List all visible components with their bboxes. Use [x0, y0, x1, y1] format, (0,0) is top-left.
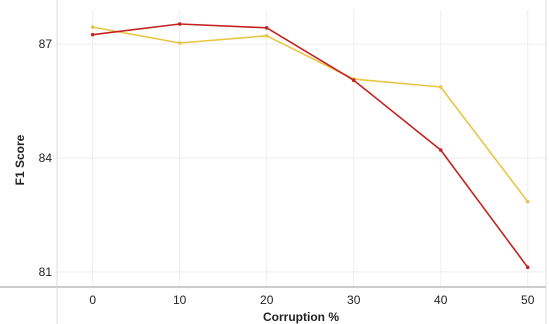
- x-tick-label: 0: [89, 293, 96, 307]
- series-2-point: [90, 32, 95, 37]
- series-1-line: [92, 26, 529, 203]
- series-1-point: [525, 199, 530, 204]
- y-tick-label: 87: [39, 37, 53, 51]
- series-1-point: [438, 85, 443, 89]
- x-tick-label: 40: [434, 293, 448, 307]
- gridlines: [57, 10, 546, 287]
- y-axis-label: F1 Score: [13, 134, 27, 185]
- x-tick-label: 20: [260, 293, 274, 307]
- x-axis-label: Corruption %: [263, 310, 339, 324]
- x-tick-label: 50: [521, 293, 535, 307]
- x-tick-label: 30: [347, 293, 361, 307]
- series-1-point: [177, 41, 182, 45]
- series-1-point: [264, 34, 269, 38]
- x-tick-label: 10: [173, 293, 187, 307]
- series-2-point: [525, 265, 530, 270]
- y-tick-label: 84: [39, 151, 53, 165]
- series-2-line: [92, 23, 529, 268]
- series-2-point: [264, 26, 269, 30]
- tick-labels: 0 10 20 30 40 50 81 84 87: [39, 37, 535, 307]
- series-2-point: [351, 78, 356, 82]
- y-tick-label: 81: [39, 265, 53, 279]
- series-2-point: [177, 22, 182, 26]
- series-lines: [90, 22, 530, 270]
- series-1-point: [90, 25, 95, 29]
- series-2-point: [438, 148, 443, 152]
